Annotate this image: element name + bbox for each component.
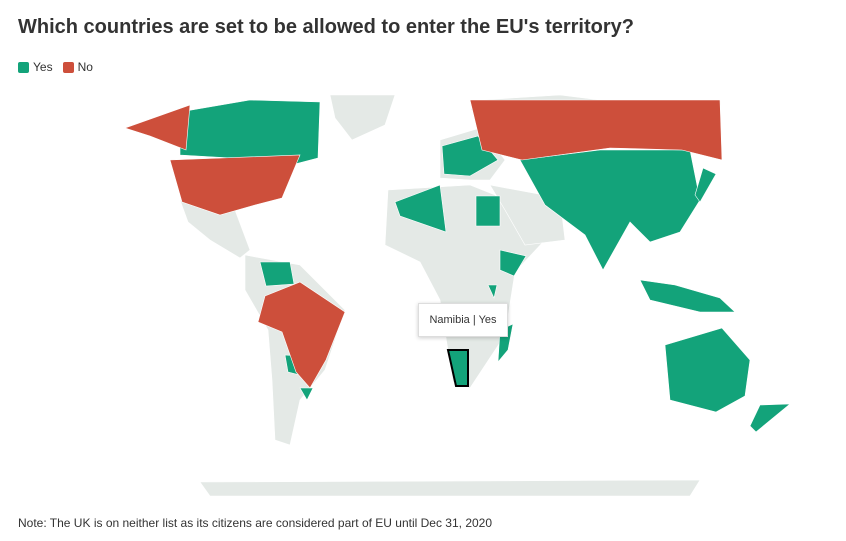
country[interactable]	[487, 284, 498, 299]
country[interactable]	[664, 327, 751, 413]
note: Note: The UK is on neither list as its c…	[18, 516, 493, 530]
country[interactable]	[469, 99, 723, 161]
legend-swatch	[18, 61, 29, 73]
country[interactable]	[259, 261, 295, 287]
land	[199, 479, 701, 497]
country[interactable]	[169, 154, 301, 216]
country[interactable]	[299, 387, 314, 401]
country[interactable]	[124, 104, 191, 151]
country[interactable]	[519, 149, 701, 271]
legend-item[interactable]: No	[62, 60, 93, 74]
legend-label: No	[77, 60, 93, 74]
country[interactable]	[394, 184, 447, 233]
legend-item[interactable]: Yes	[18, 60, 53, 74]
land	[329, 94, 396, 141]
country[interactable]	[257, 281, 346, 389]
country[interactable]	[749, 403, 791, 433]
legend-swatch	[62, 61, 74, 73]
countries-no	[124, 99, 723, 389]
country[interactable]	[499, 249, 527, 277]
legend: Yes No	[18, 60, 93, 74]
legend-label: Yes	[33, 60, 53, 74]
title: Which countries are set to be allowed to…	[18, 16, 634, 38]
country[interactable]	[694, 167, 717, 203]
country[interactable]	[639, 279, 736, 313]
country[interactable]	[446, 349, 469, 387]
country[interactable]	[475, 195, 501, 227]
tooltip: Namibia | Yes	[418, 303, 508, 337]
